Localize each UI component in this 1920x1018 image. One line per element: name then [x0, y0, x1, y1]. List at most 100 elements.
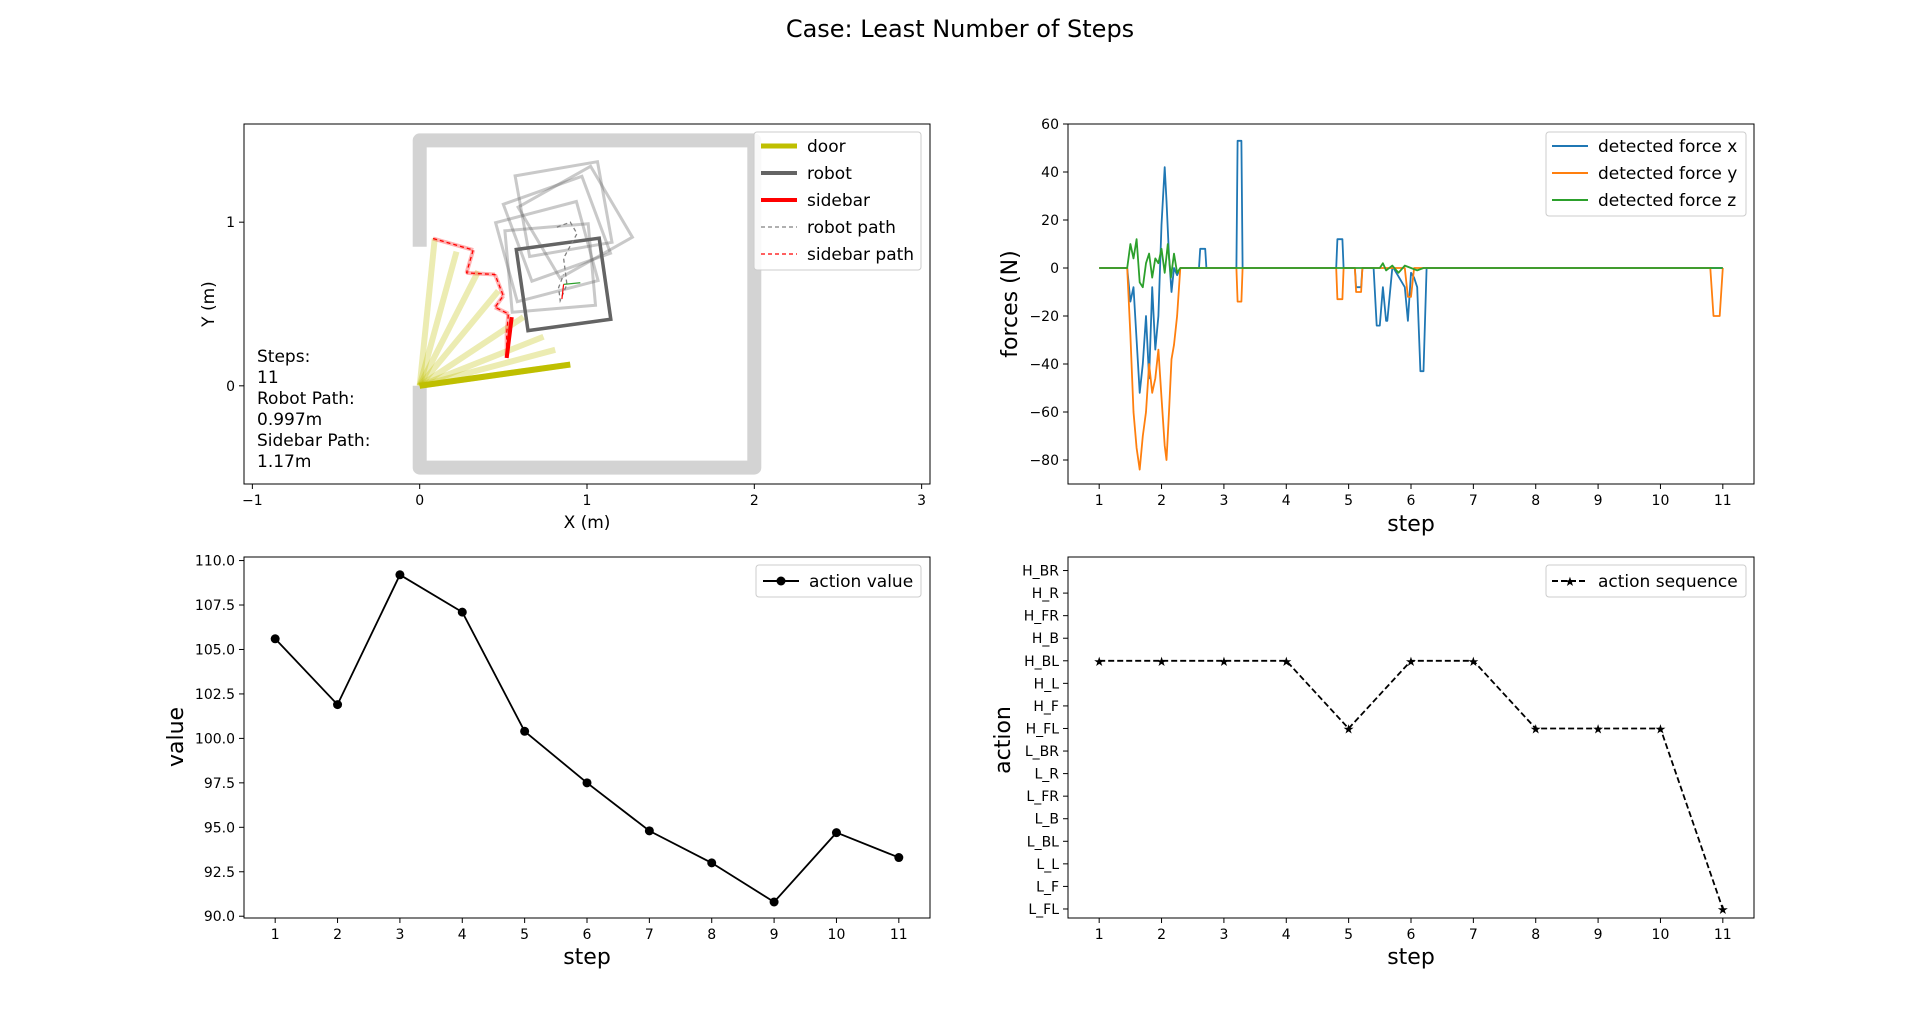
info-sidebar-path-label: Sidebar Path: — [257, 431, 370, 451]
action-value-point — [333, 700, 343, 710]
action-sequence-xtick-label: 11 — [1714, 927, 1732, 943]
action-value-point — [831, 828, 841, 838]
action-value-xtick-label: 8 — [707, 927, 716, 943]
trajectory-xtick-label: −1 — [242, 493, 263, 509]
action-sequence-xtick-label: 10 — [1652, 927, 1670, 943]
forces-xtick-label: 10 — [1652, 493, 1670, 509]
door-history-line — [417, 288, 501, 388]
sidebar-history-line — [432, 236, 474, 252]
trajectory-legend-box — [753, 131, 922, 271]
trajectory-plot-area — [412, 133, 762, 475]
legend-door-label: door — [807, 137, 846, 157]
forces-ytick-label: 0 — [1050, 261, 1059, 277]
trajectory-panel: −1 0 1 2 3 0 1 X (m) Y (m) Steps: 11 Robot Pat… — [199, 123, 931, 533]
action-sequence-ytick-label: H_F — [1033, 699, 1059, 715]
action-sequence-point: ★ — [1717, 903, 1729, 918]
action-value-ytick-label: 92.5 — [204, 865, 235, 881]
action-sequence-ytick-label: H_BR — [1022, 564, 1059, 580]
action-value-xtick-label: 6 — [583, 927, 592, 943]
forces-legend-box — [1545, 131, 1747, 217]
action-value-ytick-label: 100.0 — [195, 731, 235, 747]
action-value-point — [894, 853, 904, 863]
robot-history-square — [516, 164, 635, 281]
action-value-ytick-label: 107.5 — [195, 598, 235, 614]
figure-title: Case: Least Number of Steps — [785, 15, 1135, 43]
trajectory-info-text: Steps: 11 Robot Path: 0.997m Sidebar Pat… — [257, 347, 370, 472]
action-value-ytick-label: 95.0 — [204, 820, 235, 836]
action-sequence-point: ★ — [1405, 655, 1417, 670]
legend-action-sequence-marker: ★ — [1564, 575, 1576, 590]
action-value-point — [520, 726, 530, 736]
action-sequence-point: ★ — [1655, 722, 1667, 737]
force-z-line — [1099, 238, 1723, 289]
robot-frame-x-axis — [561, 284, 565, 300]
action-value-ytick-label: 110.0 — [195, 554, 235, 570]
action-value-ylabel: value — [164, 707, 189, 767]
action-sequence-xtick-label: 3 — [1219, 927, 1228, 943]
info-sidebar-path-value: 1.17m — [257, 452, 311, 472]
trajectory-xtick-label: 1 — [583, 493, 592, 509]
action-value-ytick-label: 105.0 — [195, 642, 235, 658]
forces-ytick-label: 60 — [1041, 117, 1059, 133]
action-sequence-xtick-label: 1 — [1095, 927, 1104, 943]
action-sequence-xtick-label: 4 — [1282, 927, 1291, 943]
action-sequence-ytick-label: H_FR — [1024, 609, 1060, 625]
forces-xtick-label: 4 — [1282, 493, 1291, 509]
action-value-ytick-label: 102.5 — [195, 687, 235, 703]
forces-xtick-label: 9 — [1594, 493, 1603, 509]
action-sequence-ytick-label: H_R — [1032, 586, 1060, 602]
sidebar-path-line — [432, 237, 510, 357]
robot-history-square — [503, 222, 598, 314]
action-value-ytick-label: 97.5 — [204, 776, 235, 792]
action-sequence-legend: ★ action sequence — [1545, 564, 1747, 598]
info-robot-path-label: Robot Path: — [257, 389, 355, 409]
action-sequence-ylabel: action — [991, 706, 1016, 774]
legend-force-x-label: detected force x — [1598, 137, 1737, 157]
action-sequence-panel: ★ ★ ★ ★ ★ ★ ★ ★ ★ ★ ★ 1 2 3 4 5 6 7 8 9 10 11 L_FL L_F L_L L_BL L_… — [991, 556, 1755, 970]
forces-xtick-label: 6 — [1407, 493, 1416, 509]
trajectory-xtick-label: 2 — [750, 493, 759, 509]
action-sequence-point: ★ — [1280, 655, 1292, 670]
action-sequence-point: ★ — [1343, 722, 1355, 737]
door-history-line — [416, 250, 460, 387]
forces-ytick-label: −20 — [1029, 309, 1059, 325]
trajectory-xtick-label: 0 — [415, 493, 424, 509]
forces-ytick-label: 20 — [1041, 213, 1059, 229]
force-y-line — [1099, 267, 1724, 471]
legend-robot-label: robot — [807, 164, 852, 184]
legend-action-value-label: action value — [809, 572, 913, 592]
forces-ytick-label: −80 — [1029, 453, 1059, 469]
legend-sidebar-path-label: sidebar path — [807, 245, 914, 265]
action-sequence-ytick-label: H_FL — [1026, 721, 1060, 737]
action-sequence-xtick-label: 5 — [1344, 927, 1353, 943]
wall-outline — [412, 133, 762, 475]
action-value-xtick-label: 11 — [890, 927, 908, 943]
door-history-line — [418, 333, 545, 389]
action-value-xtick-label: 10 — [828, 927, 846, 943]
forces-xtick-label: 7 — [1469, 493, 1478, 509]
action-sequence-ytick-label: H_L — [1034, 676, 1060, 692]
legend-sidebar-label: sidebar — [807, 191, 870, 211]
trajectory-ytick-label: 0 — [226, 379, 235, 395]
action-sequence-xtick-label: 2 — [1157, 927, 1166, 943]
action-value-xtick-label: 5 — [520, 927, 529, 943]
legend-robot-path-label: robot path — [807, 218, 896, 238]
action-sequence-ytick-label: H_BL — [1024, 654, 1059, 670]
info-steps-label: Steps: — [257, 347, 310, 367]
action-sequence-ytick-label: L_F — [1036, 879, 1059, 895]
action-sequence-ytick-label: L_R — [1034, 767, 1059, 783]
action-value-xtick-label: 1 — [271, 927, 280, 943]
action-sequence-xlabel: step — [1387, 945, 1435, 970]
action-value-point — [457, 607, 467, 617]
action-sequence-xtick-label: 7 — [1469, 927, 1478, 943]
action-sequence-ytick-label: L_L — [1036, 857, 1059, 873]
action-value-ytick-label: 90.0 — [204, 909, 235, 925]
trajectory-xtick-label: 3 — [917, 493, 926, 509]
forces-xtick-label: 2 — [1157, 493, 1166, 509]
forces-legend: detected force x detected force y detect… — [1545, 131, 1747, 217]
forces-xtick-label: 11 — [1714, 493, 1732, 509]
robot-path-line — [556, 221, 578, 304]
action-value-xtick-label: 7 — [645, 927, 654, 943]
action-value-point — [769, 897, 779, 907]
action-value-point — [707, 858, 717, 868]
